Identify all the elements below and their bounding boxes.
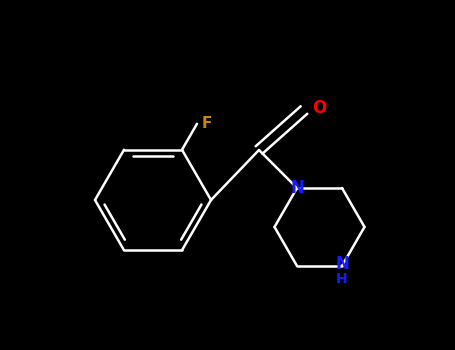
Text: N: N <box>290 179 304 197</box>
Text: N: N <box>335 255 349 273</box>
Text: O: O <box>312 99 326 117</box>
Text: H: H <box>336 272 348 286</box>
Text: F: F <box>202 116 212 131</box>
